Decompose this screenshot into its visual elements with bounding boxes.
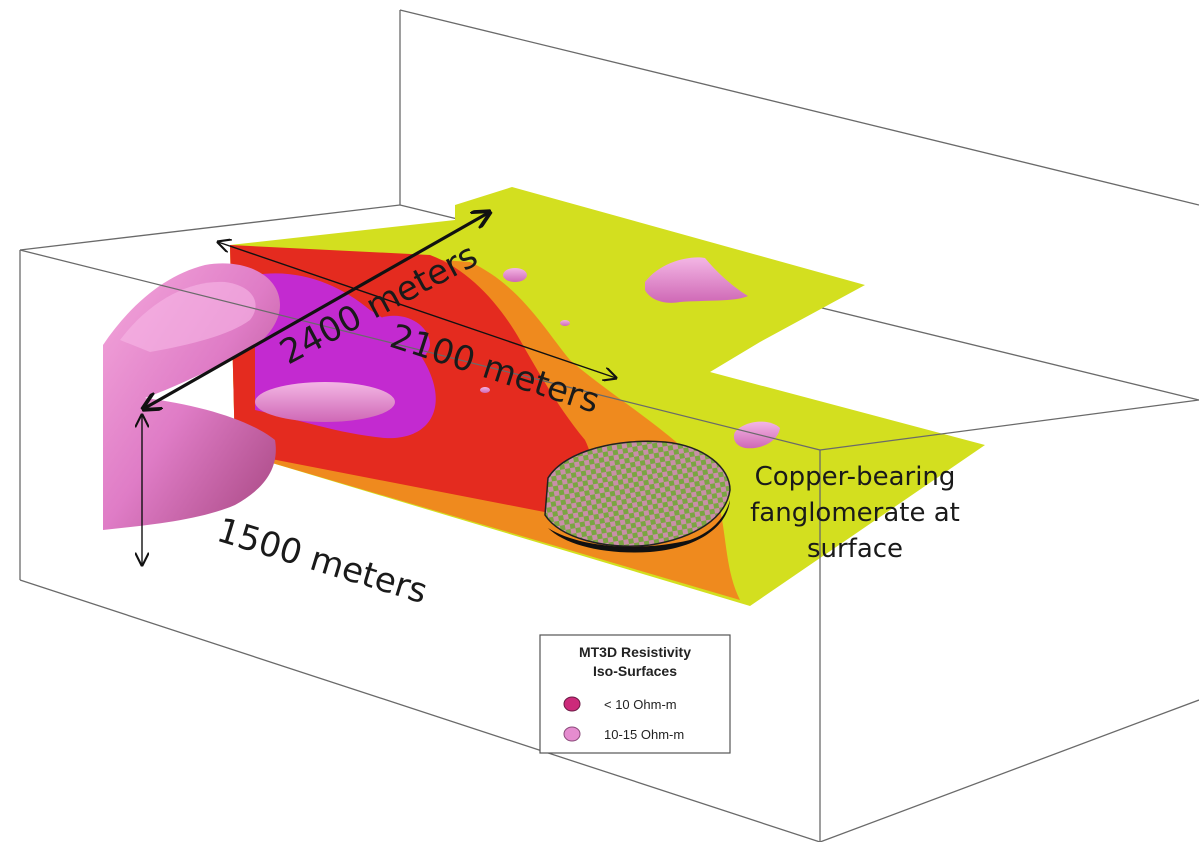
pink-blob-right <box>733 421 780 449</box>
pink-blob-center <box>255 382 395 422</box>
legend-title-line2: Iso-Surfaces <box>593 663 677 679</box>
copper-note-line3: surface <box>807 534 903 564</box>
dimension-arrows <box>142 213 616 565</box>
pink-blob-upper-right <box>645 257 748 303</box>
label-1500-meters: 1500 meters <box>212 510 432 612</box>
copper-note-line2: fanglomerate at <box>750 498 960 528</box>
legend-title-line1: MT3D Resistivity <box>579 644 691 660</box>
legend-swatch-low <box>563 696 581 712</box>
legend: MT3D Resistivity Iso-Surfaces < 10 Ohm-m… <box>539 634 731 754</box>
legend-label-mid: 10-15 Ohm-m <box>604 727 684 742</box>
copper-note: Copper-bearing fanglomerate at surface <box>750 462 960 564</box>
pink-blob-small-2 <box>560 320 570 326</box>
copper-note-line1: Copper-bearing <box>755 462 956 492</box>
fanglomerate-patch <box>544 440 731 547</box>
arrow-2400 <box>145 213 488 408</box>
pink-blob-small-1 <box>503 268 527 282</box>
legend-swatch-mid <box>563 726 581 742</box>
legend-label-low: < 10 Ohm-m <box>604 697 677 712</box>
